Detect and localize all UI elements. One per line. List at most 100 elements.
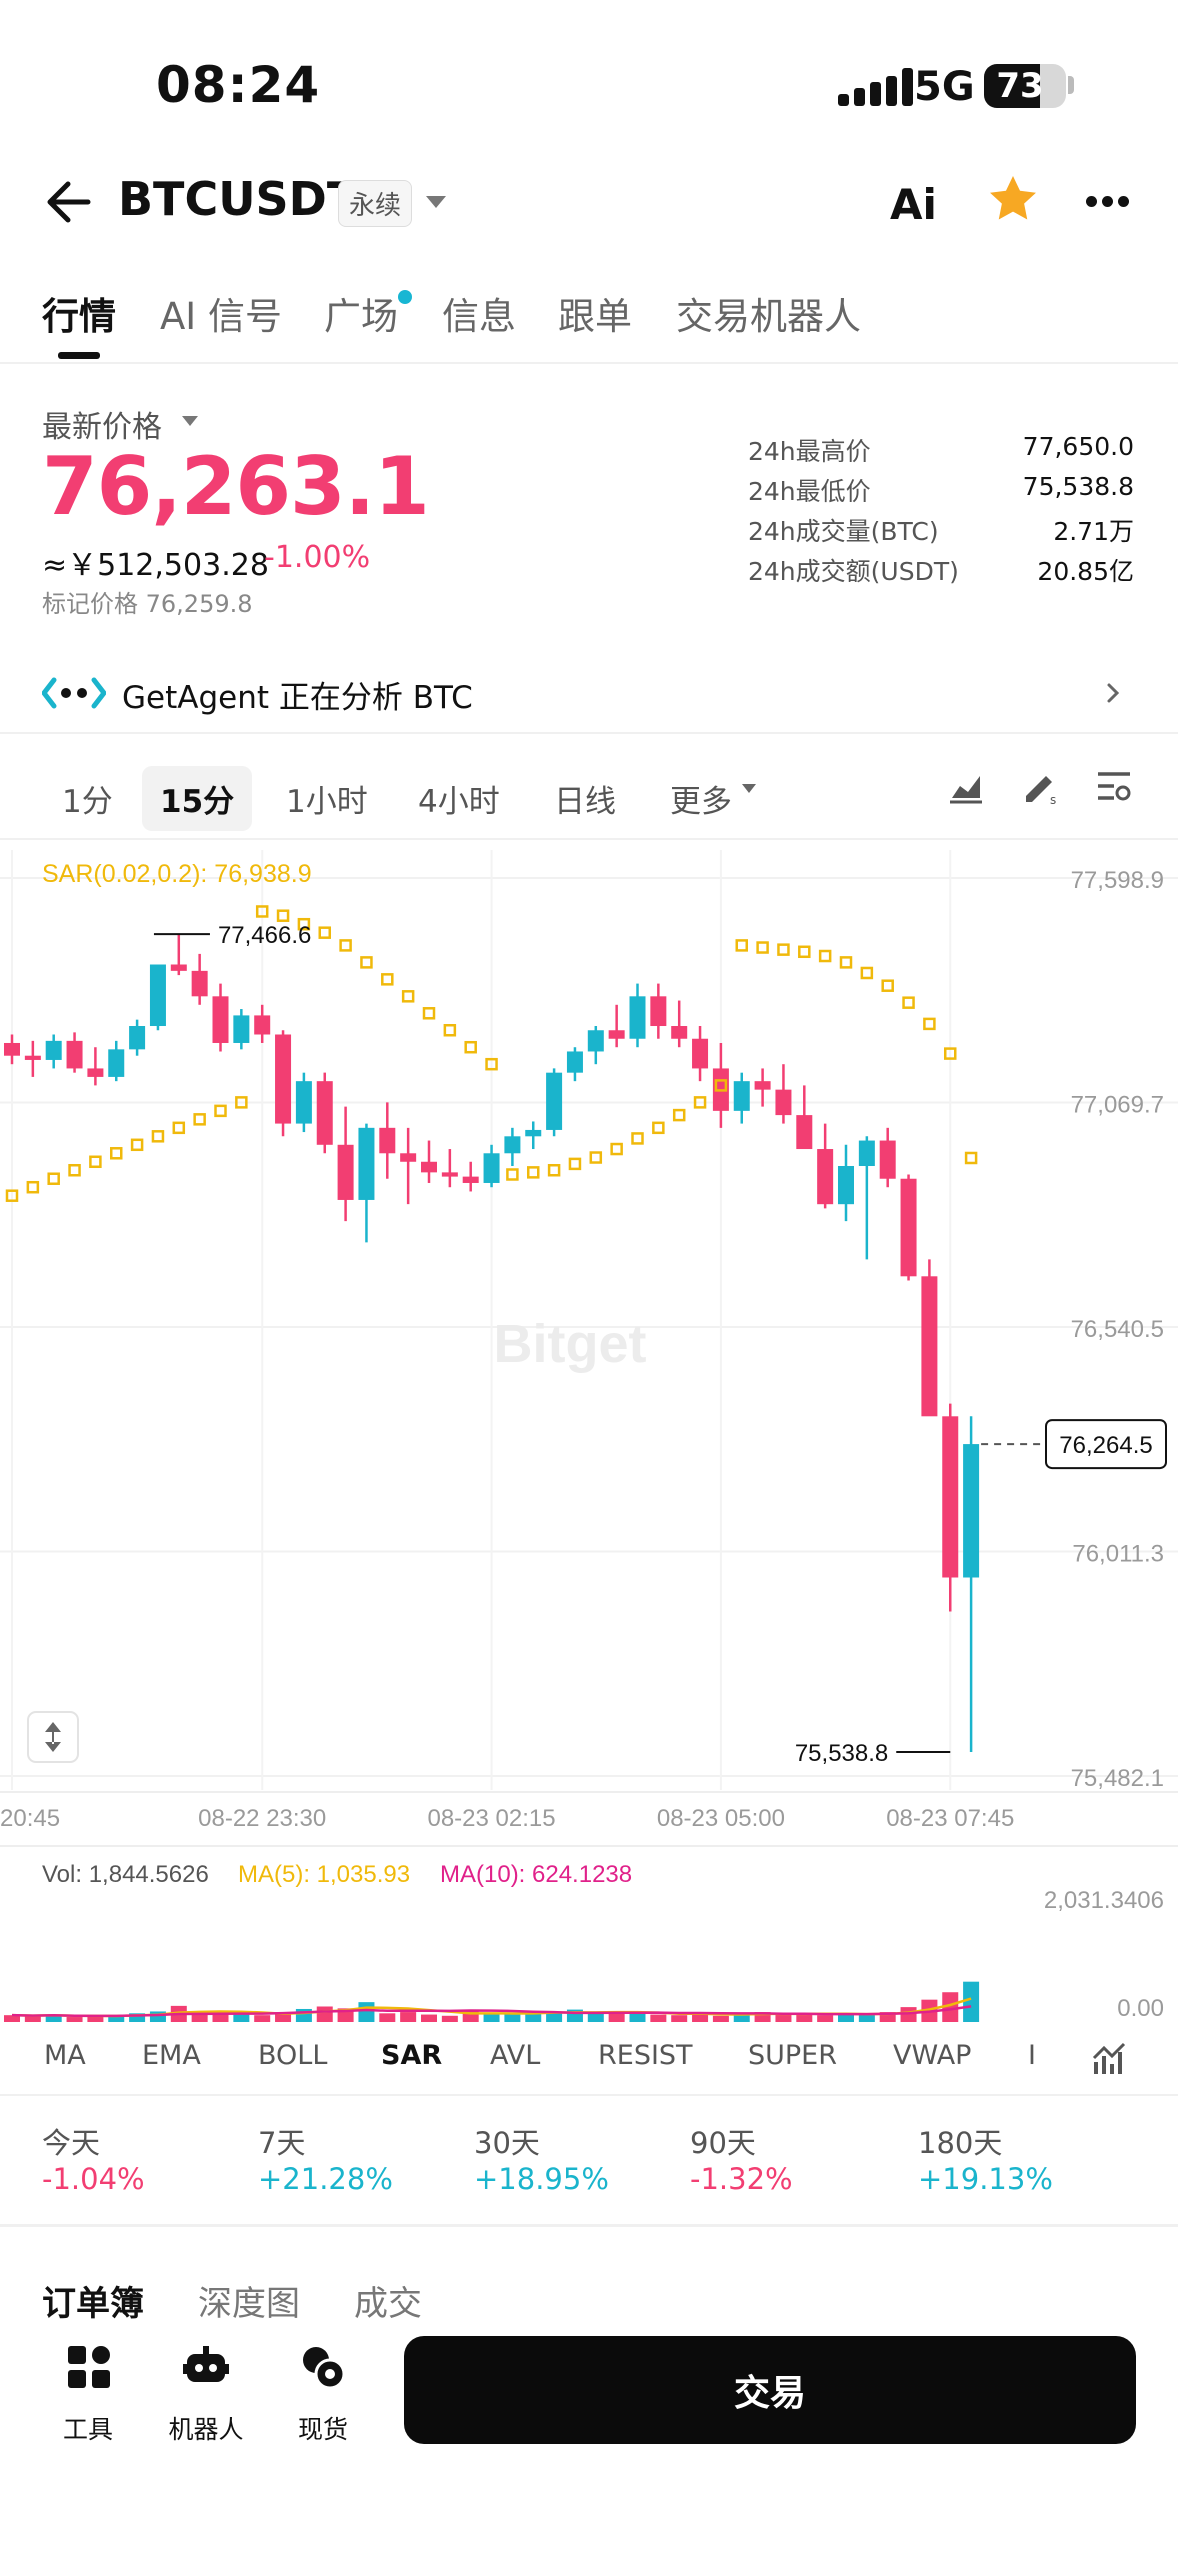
- price-type-dropdown-icon[interactable]: [182, 416, 198, 426]
- getagent-banner-text[interactable]: GetAgent 正在分析 BTC: [122, 680, 473, 716]
- ai-button[interactable]: Ai: [890, 180, 937, 229]
- robot-icon[interactable]: [183, 2344, 229, 2390]
- tab-info[interactable]: 信息: [442, 295, 516, 338]
- low-price-label: 75,538.8: [795, 1740, 888, 1767]
- stat-label: 24h成交量(BTC): [748, 517, 939, 546]
- high-price-label: 77,466.6: [218, 922, 311, 949]
- candle-body: [608, 1030, 625, 1039]
- interval-1h[interactable]: 1小时: [286, 784, 368, 820]
- candle-body: [129, 1026, 146, 1050]
- trading-pair-title[interactable]: BTCUSDT: [118, 172, 359, 226]
- candle-body: [108, 1049, 125, 1077]
- perf-label: 30天: [474, 2126, 540, 2160]
- volume-bar: [316, 2006, 333, 2022]
- sar-point: [589, 1151, 603, 1164]
- cny-price: ≈￥512,503.28: [42, 548, 269, 583]
- tools-icon[interactable]: [66, 2344, 112, 2390]
- candle-body: [24, 1055, 41, 1060]
- indicator-settings-icon[interactable]: [1090, 2038, 1130, 2078]
- sar-point: [89, 1155, 102, 1169]
- tools-label[interactable]: 工具: [62, 2415, 113, 2444]
- indicator-resist[interactable]: RESIST: [598, 2040, 693, 2071]
- candle-body: [900, 1178, 917, 1277]
- sar-point: [339, 939, 352, 952]
- candle-body: [629, 996, 646, 1039]
- interval-more[interactable]: 更多: [670, 784, 732, 820]
- more-options-icon[interactable]: [1086, 196, 1130, 208]
- tab-trades[interactable]: 成交: [354, 2284, 422, 2324]
- stat-label: 24h最高价: [748, 437, 871, 466]
- sar-legend: SAR(0.02,0.2): 76,938.9: [42, 860, 312, 888]
- tab-ai-signal[interactable]: AI 信号: [160, 295, 282, 338]
- tab-market[interactable]: 行情: [42, 295, 116, 338]
- chevron-right-icon[interactable]: [1106, 682, 1120, 704]
- spot-label[interactable]: 现货: [297, 2415, 348, 2444]
- stat-value: 77,650.0: [1022, 432, 1134, 461]
- candle-body: [379, 1127, 396, 1154]
- indicator-ma[interactable]: MA: [44, 2040, 86, 2071]
- sar-point: [360, 956, 373, 969]
- x-tick-label: 20:45: [0, 1805, 60, 1832]
- interval-15m[interactable]: 15分: [142, 766, 253, 831]
- tab-square[interactable]: 广场: [324, 295, 398, 338]
- indicator-vwap[interactable]: VWAP: [893, 2040, 972, 2071]
- price-change: -1.00%: [264, 540, 371, 575]
- tab-copy-trading[interactable]: 跟单: [558, 295, 632, 338]
- candle-body: [66, 1040, 83, 1069]
- tab-trading-bot[interactable]: 交易机器人: [676, 295, 861, 338]
- pair-dropdown-icon[interactable]: [426, 196, 446, 208]
- candle-body: [942, 1416, 959, 1578]
- favorite-star-icon[interactable]: [984, 170, 1042, 228]
- latest-price-label[interactable]: 最新价格: [42, 410, 162, 445]
- spot-icon[interactable]: [300, 2344, 346, 2390]
- y-tick-label: 76,540.5: [1071, 1316, 1164, 1343]
- chart-settings-icon[interactable]: [1094, 766, 1134, 806]
- current-price-tag: [1045, 1419, 1167, 1470]
- sar-point: [276, 909, 290, 922]
- candle-body: [337, 1144, 354, 1200]
- volume-bar: [650, 2014, 667, 2022]
- indicator-avl[interactable]: AVL: [490, 2040, 541, 2071]
- volume-bar: [66, 2017, 83, 2022]
- tab-order-book[interactable]: 订单簿: [42, 2284, 144, 2324]
- indicator-more[interactable]: I: [1028, 2040, 1036, 2071]
- candle-body: [191, 970, 208, 997]
- candle-body: [358, 1127, 375, 1200]
- sar-point: [68, 1163, 81, 1177]
- indicator-sar[interactable]: SAR: [381, 2040, 443, 2071]
- volume-bar: [275, 2012, 292, 2022]
- indicator-boll[interactable]: BOLL: [258, 2040, 328, 2071]
- trade-button[interactable]: 交易: [404, 2336, 1136, 2444]
- tab-depth-chart[interactable]: 深度图: [198, 2284, 300, 2324]
- volume-bar: [775, 2013, 792, 2022]
- perf-value: -1.32%: [690, 2162, 793, 2196]
- kline-chart[interactable]: Bitget 77,598.9 77,069.7 76,540.5 76,011.3 75…: [0, 840, 1178, 2022]
- back-arrow-icon[interactable]: [44, 172, 94, 232]
- indicator-ema[interactable]: EMA: [142, 2040, 201, 2071]
- sar-point: [193, 1113, 206, 1126]
- candle-body: [233, 1015, 250, 1043]
- sar-point: [631, 1132, 644, 1145]
- drawing-tool-icon[interactable]: s: [1020, 766, 1060, 807]
- candle-body: [546, 1072, 563, 1130]
- sar-point: [964, 1151, 978, 1165]
- volume-bar: [525, 2013, 542, 2022]
- candle-body: [796, 1115, 813, 1150]
- x-tick-label: 08-23 07:45: [886, 1805, 1014, 1832]
- interval-1m[interactable]: 1分: [62, 784, 113, 820]
- candle-body: [316, 1081, 333, 1145]
- interval-4h[interactable]: 4小时: [418, 784, 500, 820]
- x-tick-label: 08-22 23:30: [198, 1805, 326, 1832]
- y-tick-label: 75,482.1: [1071, 1765, 1164, 1792]
- perf-label: 90天: [690, 2126, 756, 2160]
- candle-body: [650, 996, 667, 1027]
- volume-ma10-line: [11, 2005, 972, 2018]
- candle-body: [462, 1176, 479, 1183]
- robot-label[interactable]: 机器人: [168, 2415, 244, 2444]
- indicator-super[interactable]: SUPER: [748, 2040, 838, 2071]
- sar-point: [568, 1157, 582, 1171]
- interval-more-dropdown-icon[interactable]: [742, 784, 756, 793]
- divider: [0, 838, 1178, 840]
- interval-daily[interactable]: 日线: [554, 784, 616, 820]
- chart-type-icon[interactable]: [946, 766, 986, 806]
